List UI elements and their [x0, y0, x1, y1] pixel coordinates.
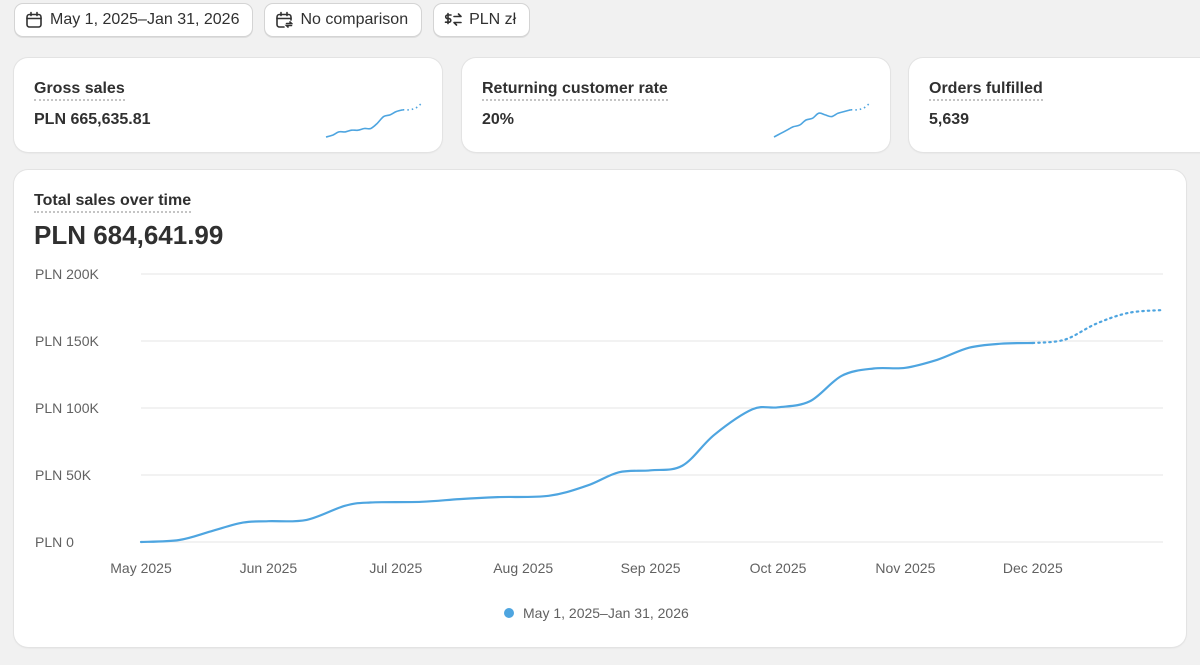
x-tick-label: Nov 2025	[875, 560, 935, 576]
total-sales-card: PLN 0 PLN 50K PLN 100K PLN 150K PLN 200K May …	[14, 170, 1186, 647]
metric-card-returning-customer-rate[interactable]: Returning customer rate 20%	[462, 58, 890, 152]
comparison-label: No comparison	[300, 11, 409, 28]
x-tick-label: Jul 2025	[369, 560, 422, 576]
y-tick-label: PLN 200K	[35, 266, 99, 282]
currency-label: PLN zł	[469, 11, 517, 28]
metric-value: PLN 665,635.81	[34, 111, 151, 128]
sparkline-projection	[850, 102, 871, 111]
chart-title[interactable]: Total sales over time	[34, 192, 192, 213]
x-tick-label: Sep 2025	[621, 560, 681, 576]
x-tick-label: Aug 2025	[493, 560, 553, 576]
currency-exchange-icon	[444, 12, 462, 26]
date-range-button[interactable]: May 1, 2025–Jan 31, 2026	[14, 3, 254, 37]
x-tick-label: Dec 2025	[1003, 560, 1063, 576]
legend-dot	[504, 608, 514, 618]
comparison-button[interactable]: No comparison	[264, 3, 423, 37]
metric-label[interactable]: Orders fulfilled	[929, 80, 1043, 101]
legend-label: May 1, 2025–Jan 31, 2026	[523, 605, 689, 621]
y-tick-label: PLN 50K	[35, 467, 92, 483]
y-tick-label: PLN 0	[35, 534, 74, 550]
total-sales-value: PLN 684,641.99	[34, 220, 224, 250]
currency-button[interactable]: PLN zł	[433, 3, 531, 37]
sales-projection-line	[1031, 309, 1162, 345]
metric-card-orders-fulfilled[interactable]: Orders fulfilled 5,639	[909, 58, 1200, 152]
report-toolbar: May 1, 2025–Jan 31, 2026 No comparison P…	[14, 3, 531, 37]
metric-value: 5,639	[929, 111, 970, 128]
sparkline-solid	[325, 109, 404, 138]
sparkline-projection	[402, 102, 423, 111]
metric-value: 20%	[482, 111, 515, 128]
date-range-label: May 1, 2025–Jan 31, 2026	[50, 11, 240, 28]
y-tick-label: PLN 150K	[35, 333, 99, 349]
x-tick-label: May 2025	[110, 560, 172, 576]
x-tick-label: Oct 2025	[750, 560, 807, 576]
total-sales-chart: PLN 0 PLN 50K PLN 100K PLN 150K PLN 200K May …	[35, 266, 1163, 576]
metric-card-gross-sales[interactable]: Gross sales PLN 665,635.81	[14, 58, 442, 152]
metric-label[interactable]: Returning customer rate	[482, 80, 668, 101]
y-tick-label: PLN 100K	[35, 400, 99, 416]
x-tick-label: Jun 2025	[240, 560, 298, 576]
metric-label[interactable]: Gross sales	[34, 80, 125, 101]
sales-series-line[interactable]	[139, 341, 1034, 544]
calendar-compare-icon	[276, 11, 294, 28]
calendar-icon	[26, 11, 42, 28]
sparkline-solid	[773, 109, 852, 138]
chart-legend[interactable]: May 1, 2025–Jan 31, 2026	[504, 605, 689, 621]
returning-customer-sparkline	[773, 102, 871, 138]
gross-sales-sparkline	[325, 102, 423, 138]
